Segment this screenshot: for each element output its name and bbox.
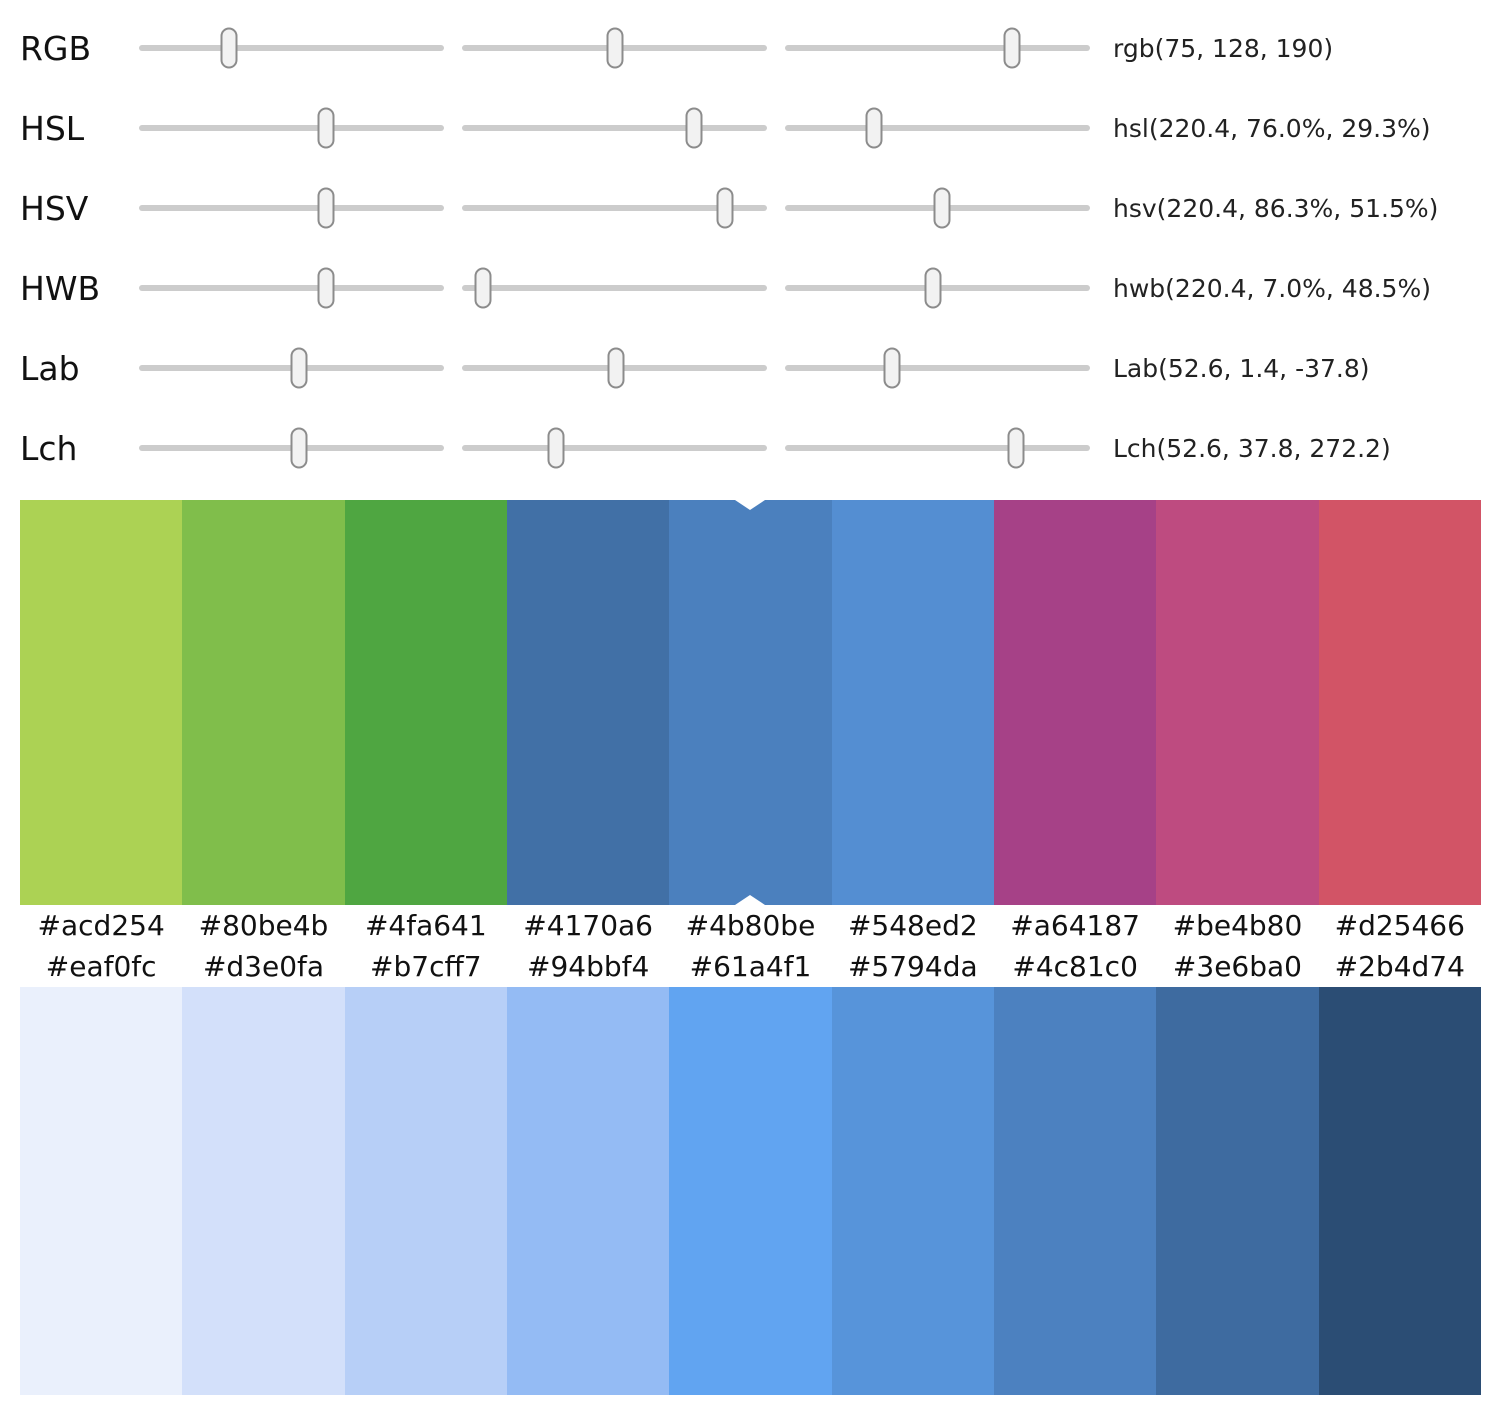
lab-channel-2-slider-track[interactable] (462, 347, 767, 389)
hwb-channel-1-slider-track[interactable] (139, 267, 444, 309)
hex-label-be4b80: #be4b80 (1172, 909, 1303, 942)
lch-channel-2-slider-thumb[interactable] (547, 427, 565, 469)
hwb-channel-2-slider-track[interactable] (462, 267, 767, 309)
hex-label-eaf0fc: #eaf0fc (45, 950, 157, 983)
slider-row-label-lch: Lch (20, 428, 78, 468)
hwb-channel-3-slider-track[interactable] (785, 267, 1090, 309)
palette-swatch-eaf0fc[interactable] (20, 987, 183, 1395)
slider-row-label-hsv: HSV (20, 188, 89, 228)
slider-row-hwb: HWB hwb(220.4, 7.0%, 48.5%) (20, 248, 1501, 328)
hsl-channel-1-slider-track[interactable] (139, 107, 444, 149)
palette-swatch-a64187[interactable] (993, 500, 1157, 905)
hsv-channel-3-slider-thumb[interactable] (933, 187, 951, 229)
color-value-lch: Lch(52.6, 37.8, 272.2) (1113, 433, 1391, 463)
selected-swatch-notch-top-icon (735, 500, 766, 510)
palette-swatch-4b80be[interactable] (669, 500, 832, 905)
palette-swatch-94bbf4[interactable] (506, 987, 670, 1395)
selected-swatch-notch-bottom-icon (735, 895, 766, 905)
hsl-channel-1-slider-thumb[interactable] (317, 107, 335, 149)
palette-swatch-b7cff7[interactable] (344, 987, 507, 1395)
palette-swatch-4170a6[interactable] (506, 500, 670, 905)
hex-label-548ed2: #548ed2 (847, 909, 978, 942)
hex-label-d3e0fa: #d3e0fa (202, 950, 325, 983)
hwb-channel-2-slider-thumb[interactable] (474, 267, 492, 309)
color-value-hwb: hwb(220.4, 7.0%, 48.5%) (1113, 273, 1431, 303)
lch-channel-2-slider-track[interactable] (462, 427, 767, 469)
hsl-channel-3-slider-thumb[interactable] (865, 107, 883, 149)
hsl-channel-2-slider-track[interactable] (462, 107, 767, 149)
hex-label-5794da: #5794da (847, 950, 978, 983)
slider-row-rgb: RGB rgb(75, 128, 190) (20, 8, 1501, 88)
hex-label-d25466: #d25466 (1334, 909, 1465, 942)
slider-row-hsv: HSV hsv(220.4, 86.3%, 51.5%) (20, 168, 1501, 248)
hsl-channel-3-slider-track[interactable] (785, 107, 1090, 149)
shade-palette-hex-labels: #eaf0fc #d3e0fa #b7cff7 #94bbf4 #61a4f1 #5794… (20, 946, 1481, 987)
rgb-channel-3-slider-track[interactable] (785, 27, 1090, 69)
palette-swatch-4fa641[interactable] (344, 500, 507, 905)
palette-swatch-2b4d74[interactable] (1318, 987, 1481, 1395)
palette-swatch-3e6ba0[interactable] (1156, 987, 1319, 1395)
hex-label-4fa641: #4fa641 (364, 909, 487, 942)
slider-row-lch: Lch Lch(52.6, 37.8, 272.2) (20, 408, 1501, 488)
hwb-channel-3-slider-thumb[interactable] (924, 267, 942, 309)
color-value-lab: Lab(52.6, 1.4, -37.8) (1113, 353, 1370, 383)
hsv-channel-2-slider-track[interactable] (462, 187, 767, 229)
lab-channel-3-slider-thumb[interactable] (883, 347, 901, 389)
hsv-channel-1-slider-thumb[interactable] (317, 187, 335, 229)
hsv-channel-2-slider-thumb[interactable] (716, 187, 734, 229)
hex-label-a64187: #a64187 (1010, 909, 1140, 942)
palette-swatch-61a4f1[interactable] (669, 987, 832, 1395)
palette-swatch-be4b80[interactable] (1156, 500, 1319, 905)
palette-swatch-80be4b[interactable] (182, 500, 345, 905)
main-palette-hex-labels: #acd254 #80be4b #4fa641 #4170a6 #4b80be #548e… (20, 905, 1481, 946)
lch-channel-3-slider-track[interactable] (785, 427, 1090, 469)
slider-row-label-hwb: HWB (20, 268, 101, 308)
slider-row-label-lab: Lab (20, 348, 80, 388)
hwb-channel-1-slider-thumb[interactable] (317, 267, 335, 309)
lab-channel-3-slider-track[interactable] (785, 347, 1090, 389)
lch-channel-1-slider-thumb[interactable] (290, 427, 308, 469)
slider-row-label-hsl: HSL (20, 108, 85, 148)
palette-swatch-d25466[interactable] (1318, 500, 1481, 905)
hex-label-80be4b: #80be4b (198, 909, 329, 942)
hex-label-4b80be: #4b80be (685, 909, 816, 942)
palette-swatch-acd254[interactable] (20, 500, 183, 905)
palette-swatch-d3e0fa[interactable] (182, 987, 345, 1395)
lab-channel-1-slider-track[interactable] (139, 347, 444, 389)
hex-label-94bbf4: #94bbf4 (526, 950, 650, 983)
lch-channel-1-slider-track[interactable] (139, 427, 444, 469)
hex-label-4170a6: #4170a6 (523, 909, 653, 942)
rgb-channel-2-slider-thumb[interactable] (606, 27, 624, 69)
color-value-hsv: hsv(220.4, 86.3%, 51.5%) (1113, 193, 1439, 223)
slider-row-lab: Lab Lab(52.6, 1.4, -37.8) (20, 328, 1501, 408)
hsl-channel-2-slider-thumb[interactable] (685, 107, 703, 149)
hex-label-3e6ba0: #3e6ba0 (1172, 950, 1302, 983)
palette-swatch-5794da[interactable] (831, 987, 994, 1395)
hsv-channel-3-slider-track[interactable] (785, 187, 1090, 229)
hsv-channel-1-slider-track[interactable] (139, 187, 444, 229)
rgb-channel-3-slider-thumb[interactable] (1003, 27, 1021, 69)
rgb-channel-2-slider-track[interactable] (462, 27, 767, 69)
rgb-channel-1-slider-thumb[interactable] (220, 27, 238, 69)
color-value-hsl: hsl(220.4, 76.0%, 29.3%) (1113, 113, 1431, 143)
lch-channel-3-slider-thumb[interactable] (1007, 427, 1025, 469)
slider-row-hsl: HSL hsl(220.4, 76.0%, 29.3%) (20, 88, 1501, 168)
palette-swatch-548ed2[interactable] (831, 500, 994, 905)
lab-channel-2-slider-thumb[interactable] (607, 347, 625, 389)
slider-panel: RGB rgb(75, 128, 190) HSL hsl(220.4, 76.0%,… (0, 0, 1501, 488)
lab-channel-1-slider-thumb[interactable] (290, 347, 308, 389)
palette-swatch-4c81c0[interactable] (993, 987, 1157, 1395)
color-value-rgb: rgb(75, 128, 190) (1113, 33, 1334, 63)
hex-label-4c81c0: #4c81c0 (1012, 950, 1138, 983)
shade-palette-strip (20, 987, 1481, 1395)
hex-label-acd254: #acd254 (37, 909, 165, 942)
rgb-channel-1-slider-track[interactable] (139, 27, 444, 69)
slider-row-label-rgb: RGB (20, 28, 92, 68)
hex-label-2b4d74: #2b4d74 (1334, 950, 1465, 983)
hex-label-61a4f1: #61a4f1 (689, 950, 812, 983)
main-palette-strip (20, 500, 1481, 905)
hex-label-b7cff7: #b7cff7 (370, 950, 482, 983)
